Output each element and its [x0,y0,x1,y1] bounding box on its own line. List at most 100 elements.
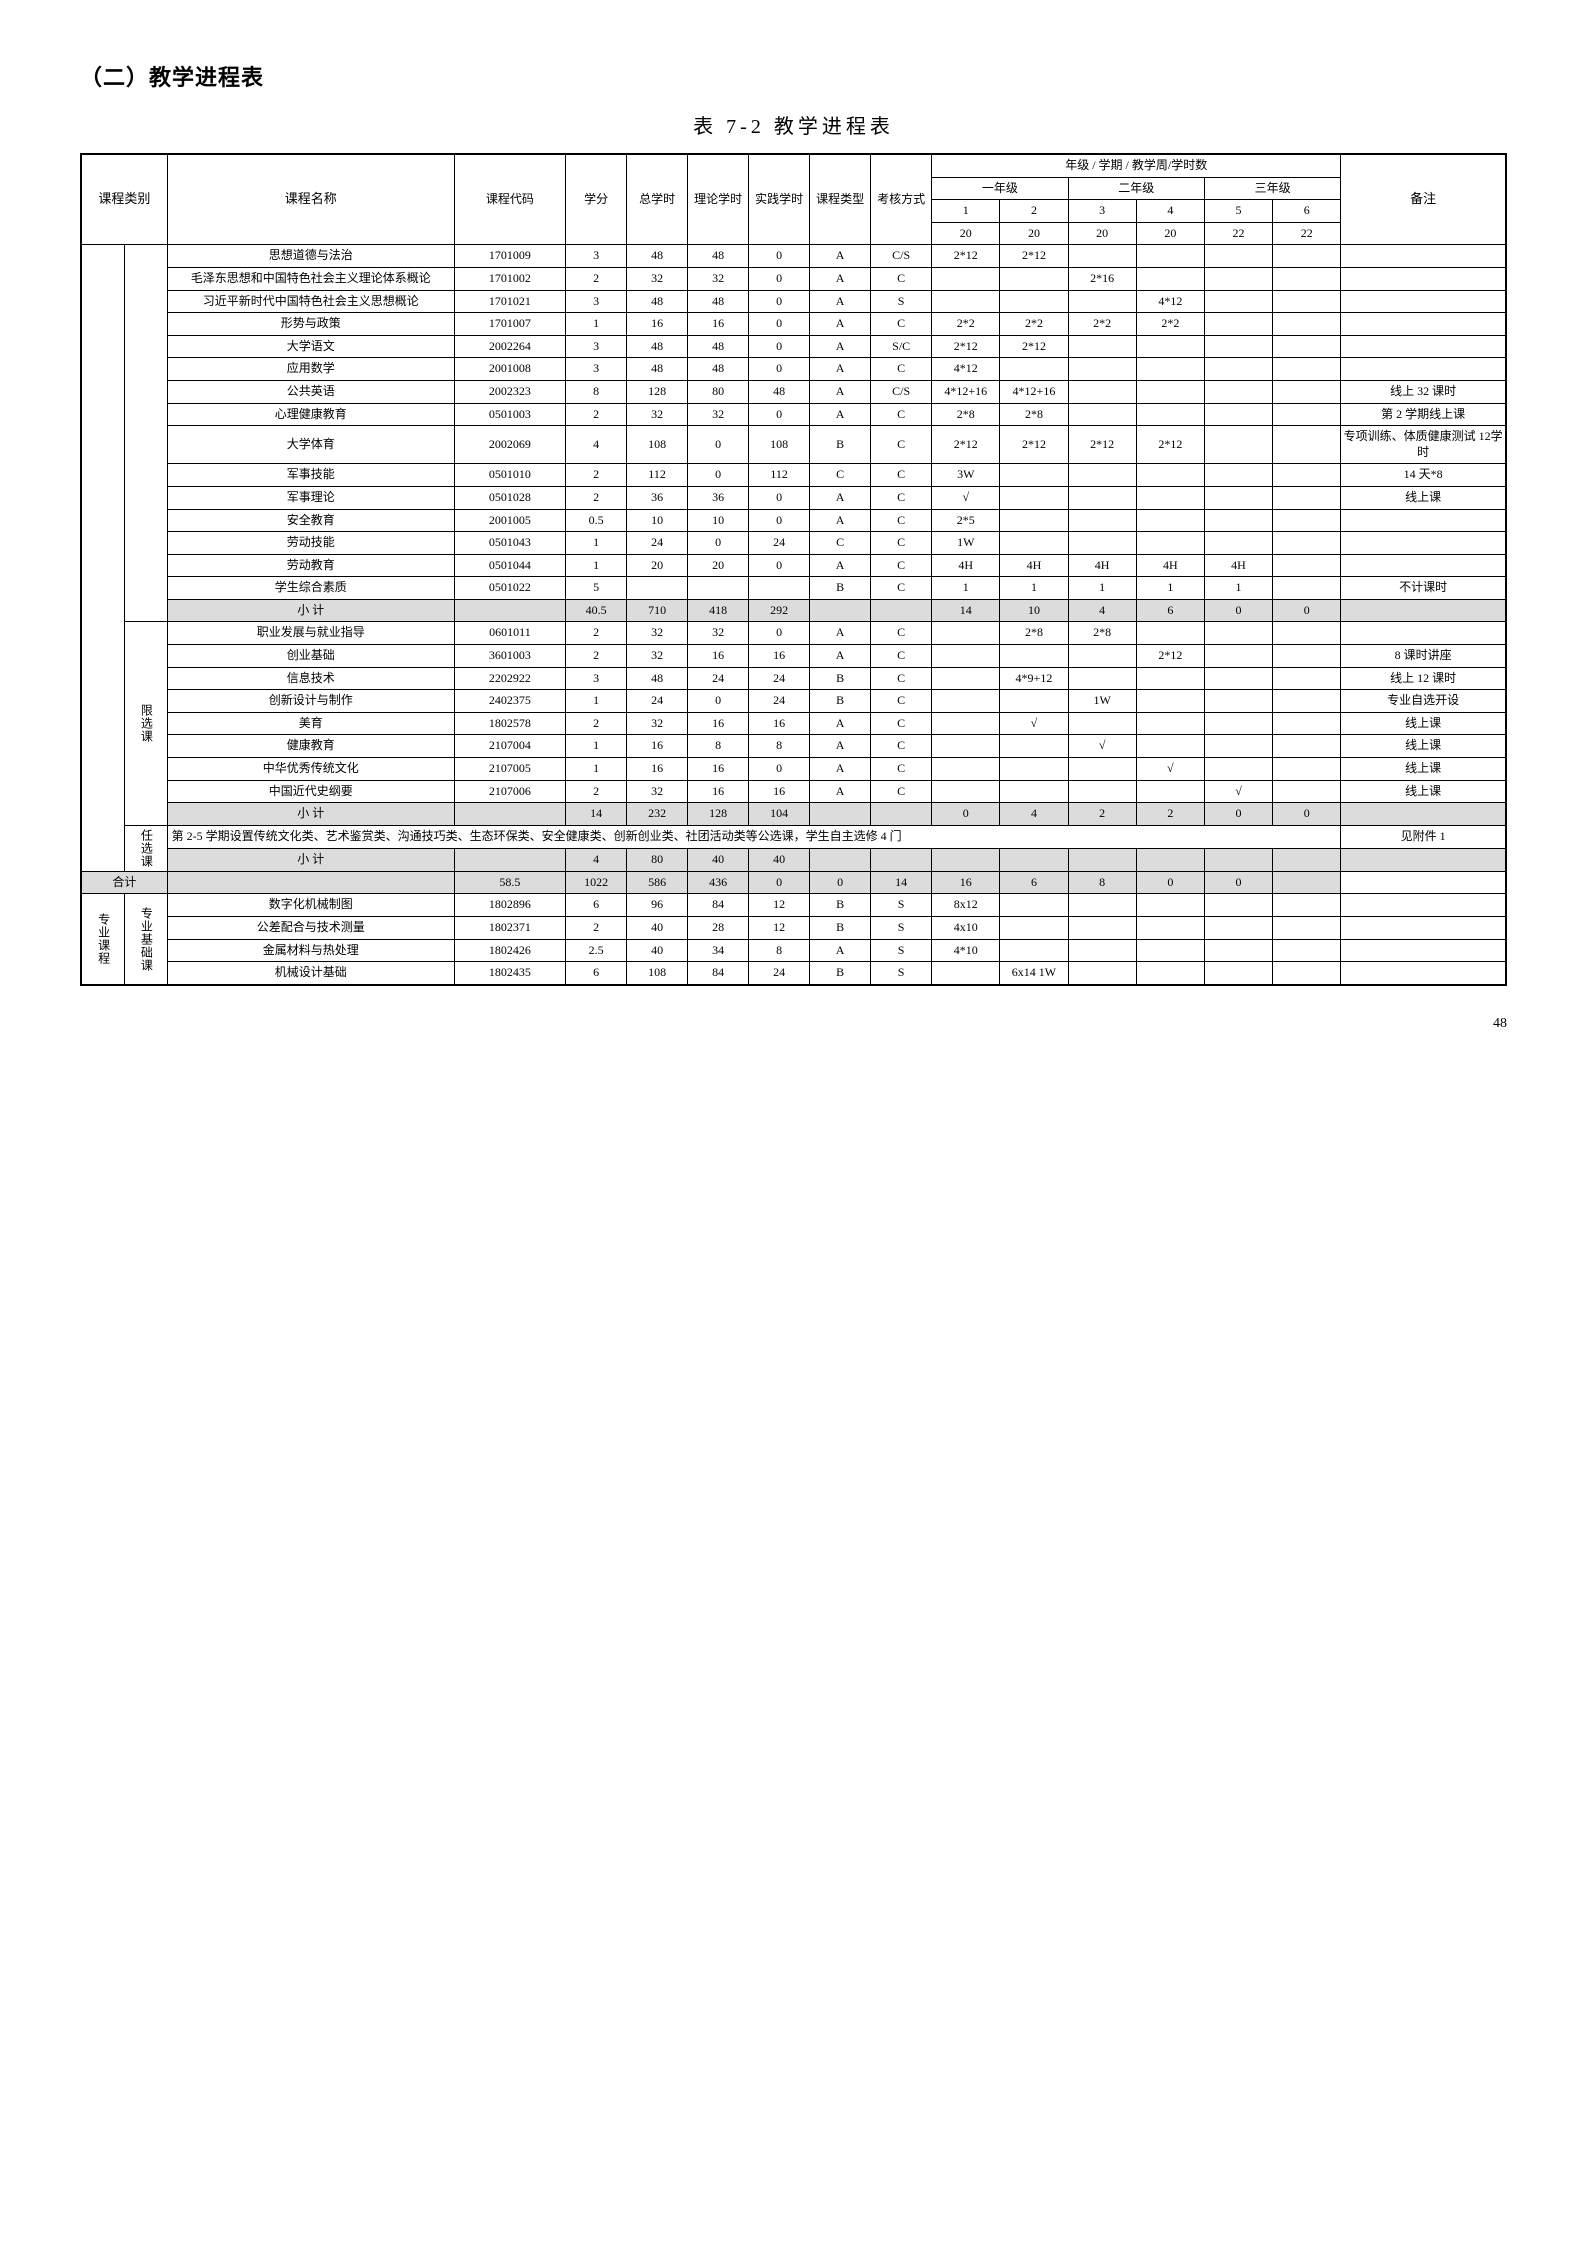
table-row: 中华优秀传统文化2107005116160AC√线上课 [81,758,1506,781]
table-cell: 6 [1000,871,1068,894]
table-cell: 10 [1000,599,1068,622]
table-cell [1204,358,1272,381]
table-cell: 108 [627,962,688,985]
table-cell [1000,848,1068,871]
h-w4: 20 [1136,222,1204,245]
table-cell: 0 [749,335,810,358]
table-row: 应用数学2001008348480AC4*12 [81,358,1506,381]
table-cell: 0601011 [454,622,565,645]
table-cell: 信息技术 [167,667,454,690]
table-cell: 20 [627,554,688,577]
h-w6: 22 [1273,222,1341,245]
table-cell [1204,532,1272,555]
table-cell: 1 [566,690,627,713]
table-cell: 8 [688,735,749,758]
table-cell: 40 [627,917,688,940]
table-cell [1068,917,1136,940]
page-number: 48 [80,1016,1507,1032]
table-row: 小 计14232128104042200 [81,803,1506,826]
table-cell: 2 [566,712,627,735]
table-cell: 16 [688,712,749,735]
table-cell: 0 [749,403,810,426]
table-cell [932,290,1000,313]
h-g2: 二年级 [1068,177,1204,200]
table-cell: 32 [688,622,749,645]
table-cell [1136,380,1204,403]
table-cell: A [810,486,871,509]
table-cell [871,848,932,871]
table-cell: 2 [566,917,627,940]
table-cell: 4H [1136,554,1204,577]
table-cell: 2*2 [1000,313,1068,336]
table-cell [627,577,688,600]
table-cell: B [810,917,871,940]
h-s6: 6 [1273,200,1341,223]
table-row: 金属材料与热处理18024262.540348AS4*10 [81,939,1506,962]
table-cell: 2002323 [454,380,565,403]
h-w1: 20 [932,222,1000,245]
table-cell [932,735,1000,758]
table-cell [1136,712,1204,735]
table-cell [1068,645,1136,668]
table-cell [1341,358,1506,381]
table-cell: 2.5 [566,939,627,962]
table-row: 习近平新时代中国特色社会主义思想概论1701021348480AS4*12 [81,290,1506,313]
table-cell [1341,962,1506,985]
table-cell [1000,939,1068,962]
table-cell: B [810,667,871,690]
table-cell: 线上课 [1341,486,1506,509]
table-cell: 1701002 [454,267,565,290]
table-cell: 2*12 [1000,426,1068,464]
table-cell: 1022 [566,871,627,894]
table-cell: 48 [627,245,688,268]
table-cell: 专项训练、体质健康测试 12学时 [1341,426,1506,464]
table-cell [1273,690,1341,713]
table-cell: 1 [566,554,627,577]
table-row: 大学语文2002264348480AS/C2*122*12 [81,335,1506,358]
table-cell: 线上课 [1341,712,1506,735]
table-cell: C [871,313,932,336]
table-cell: 80 [627,848,688,871]
table-cell: 1802371 [454,917,565,940]
table-cell: 安全教育 [167,509,454,532]
table-cell: 2*5 [932,509,1000,532]
table-cell [1136,917,1204,940]
table-cell [1068,532,1136,555]
h-practice: 实践学时 [749,154,810,245]
section-title: （二）教学进程表 [80,60,1507,92]
table-cell [1204,486,1272,509]
table-row: 安全教育20010050.510100AC2*5 [81,509,1506,532]
table-cell [1136,335,1204,358]
table-cell: 小 计 [167,848,454,871]
table-cell [932,622,1000,645]
table-cell [1000,917,1068,940]
table-cell: 劳动技能 [167,532,454,555]
table-cell: √ [1204,780,1272,803]
h-w5: 22 [1204,222,1272,245]
table-cell: 0 [688,464,749,487]
table-cell [81,245,124,871]
table-cell: A [810,939,871,962]
table-cell: 2*12 [932,335,1000,358]
table-cell: C [871,758,932,781]
h-w3: 20 [1068,222,1136,245]
table-cell [932,645,1000,668]
table-cell: 机械设计基础 [167,962,454,985]
table-cell [1341,622,1506,645]
table-cell: 0 [749,758,810,781]
table-row: 毛泽东思想和中国特色社会主义理论体系概论1701002232320AC2*16 [81,267,1506,290]
table-cell: 2*8 [1068,622,1136,645]
table-cell: 34 [688,939,749,962]
table-cell [1273,712,1341,735]
table-cell [454,599,565,622]
table-row: 创新设计与制作2402375124024BC1W专业自选开设 [81,690,1506,713]
table-row: 任选课第 2-5 学期设置传统文化类、艺术鉴赏类、沟通技巧类、生态环保类、安全健… [81,825,1506,848]
table-cell: 0 [688,690,749,713]
table-cell [932,780,1000,803]
table-cell [1136,532,1204,555]
table-cell: 128 [688,803,749,826]
table-cell: 小 计 [167,803,454,826]
table-cell [1204,962,1272,985]
table-cell [1000,486,1068,509]
table-cell [1204,464,1272,487]
